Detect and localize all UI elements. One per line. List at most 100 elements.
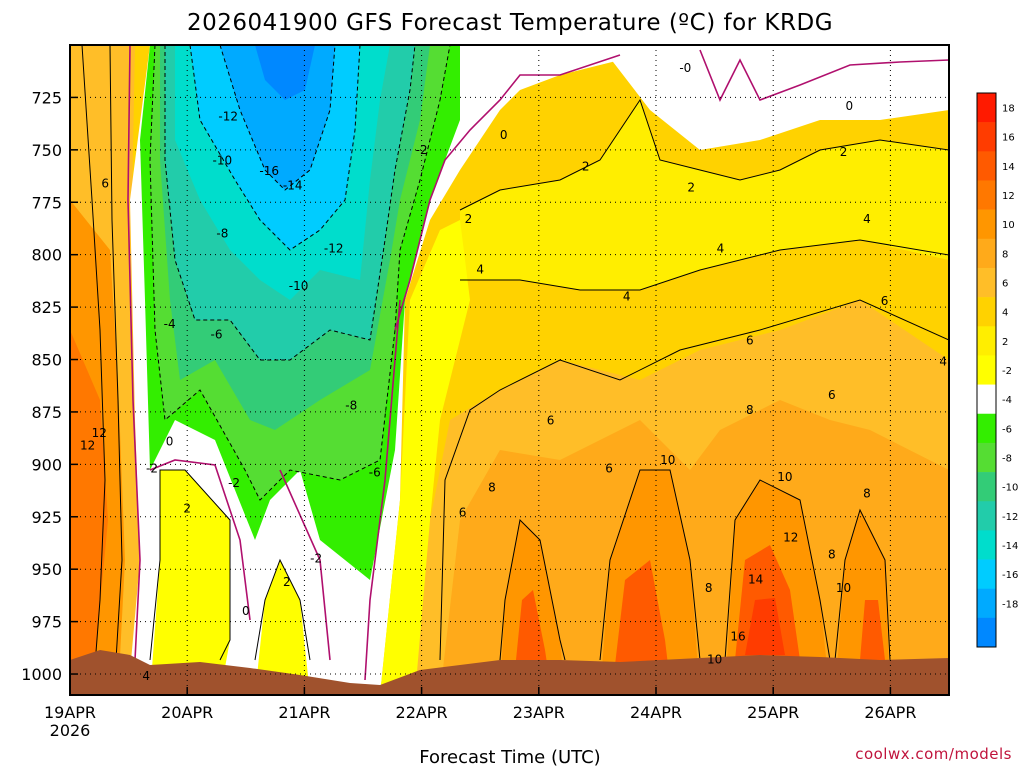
colorbar-label: -10 (1002, 483, 1018, 494)
contour-label: 8 (705, 581, 713, 595)
contour-label: 10 (777, 470, 792, 484)
terrain (70, 650, 949, 695)
contour-label: 4 (717, 241, 725, 255)
contour-label: -2 (310, 552, 322, 566)
colorbar-label: 18 (1002, 104, 1015, 115)
contour-label: 2 (283, 575, 291, 589)
colorbar-label: -2 (1002, 366, 1012, 377)
contour-label: -6 (211, 327, 223, 341)
contour-label: 4 (863, 212, 871, 226)
contour-labels: -0 0 0 -12 -10 -16 -14 -8 -12 -10 -4 -6 -8 -6 -2 -2 2 2 2 2… (80, 61, 947, 683)
contour-label: 6 (101, 176, 109, 190)
contour-label: 4 (142, 669, 150, 683)
contour-label: 2 (183, 501, 191, 515)
credit-text: coolwx.com/models (855, 745, 1012, 763)
colorbar-label: 2 (1002, 337, 1008, 348)
contour-label: 12 (783, 531, 798, 545)
contour-label: -16 (259, 164, 279, 178)
contour-label: 4 (623, 290, 631, 304)
contour-label: 14 (748, 573, 763, 587)
contour-label: 10 (660, 453, 675, 467)
colorbar-label: 12 (1002, 191, 1015, 202)
contour-label: 16 (730, 629, 745, 643)
colorbar-swatch (977, 93, 996, 123)
contour-label: -10 (289, 279, 309, 293)
chart-title: 2026041900 GFS Forecast Temperature (ºC)… (187, 10, 833, 36)
contour-label: -14 (283, 178, 303, 192)
contour-label: -6 (369, 466, 381, 480)
colorbar-swatch (977, 151, 996, 181)
contour-label: 2 (582, 160, 590, 174)
contour-label: -12 (218, 109, 238, 123)
colorbar-label: 16 (1002, 133, 1015, 144)
colorbar-swatch (977, 501, 996, 531)
contour-lines (81, 45, 949, 666)
plot-area: -0 0 0 -12 -10 -16 -14 -8 -12 -10 -4 -6 -8 -6 -2 -2 2 2 2 2… (70, 45, 949, 695)
colorbar-label: 6 (1002, 279, 1008, 290)
cold-dome-minus16 (255, 45, 315, 100)
field-2to4-boundary (380, 220, 470, 695)
contour-label: -2 (416, 143, 428, 157)
contour-label: 8 (746, 403, 754, 417)
colorbar-label: 4 (1002, 308, 1008, 319)
y-tick-label: 975 (31, 613, 62, 632)
y-tick-label: 825 (31, 298, 62, 317)
colorbar-swatch (977, 122, 996, 152)
contour-label: 8 (828, 548, 836, 562)
colorbar-swatch (977, 442, 996, 473)
colorbar-label: -18 (1002, 599, 1018, 610)
contour-label: -2 (146, 462, 158, 476)
colorbar-swatch (977, 180, 996, 210)
contour-label: 12 (80, 438, 95, 452)
contour-label: 8 (863, 487, 871, 501)
y-tick-label: 1000 (21, 665, 62, 684)
colorbar-label: 8 (1002, 249, 1008, 260)
colorbar-label: -14 (1002, 541, 1018, 552)
colorbar-frame (976, 92, 997, 648)
field-2to4 (460, 100, 949, 290)
contour-label: 4 (939, 355, 947, 369)
y-tick-label: 800 (31, 246, 62, 265)
colorbar-swatch (977, 588, 996, 619)
warm-core-26apr-inner (860, 600, 885, 660)
x-tick-year: 2026 (50, 721, 91, 740)
y-tick-label: 950 (31, 560, 62, 579)
warm-core-24apr-inner (615, 560, 668, 665)
field-2to4-21apr (255, 560, 310, 695)
contour-label: 6 (828, 388, 836, 402)
field-near-zero-upper (600, 45, 949, 150)
colorbar-swatch (977, 238, 996, 269)
x-tick-label: 24APR (630, 703, 682, 722)
colorbar-swatch (977, 297, 996, 327)
zero-isotherm (127, 45, 949, 681)
contour-label: -0 (679, 61, 691, 75)
contour-label: 10 (836, 581, 851, 595)
contour-label: -8 (216, 227, 228, 241)
contour-label: 0 (846, 99, 854, 113)
contour-label: -2 (228, 476, 240, 490)
x-tick-label: 25APR (747, 703, 799, 722)
contour-label: 12 (92, 426, 107, 440)
contour-label: 6 (881, 294, 889, 308)
y-tick-label: 725 (31, 88, 62, 107)
contour-label: 6 (547, 413, 555, 427)
y-tick-label: 775 (31, 193, 62, 212)
y-tick-label: 750 (31, 141, 62, 160)
contour-label: 6 (459, 506, 467, 520)
contour-label: 4 (476, 262, 484, 276)
contour-label: -8 (345, 399, 357, 413)
contour-label: 0 (166, 434, 174, 448)
contour-label: 0 (242, 604, 250, 618)
contour-label: 8 (488, 480, 496, 494)
colorbar-label: -12 (1002, 512, 1018, 523)
colorbar-label: -8 (1002, 453, 1012, 464)
x-tick-label: 20APR (161, 703, 213, 722)
y-tick-label: 850 (31, 351, 62, 370)
colorbar-label: -16 (1002, 570, 1018, 581)
colorbar-swatch (977, 267, 996, 298)
contour-label: 2 (687, 181, 695, 195)
colorbar-label: 10 (1002, 220, 1015, 231)
field-2to4-20apr (150, 470, 230, 695)
colorbar-label: -6 (1002, 424, 1012, 435)
